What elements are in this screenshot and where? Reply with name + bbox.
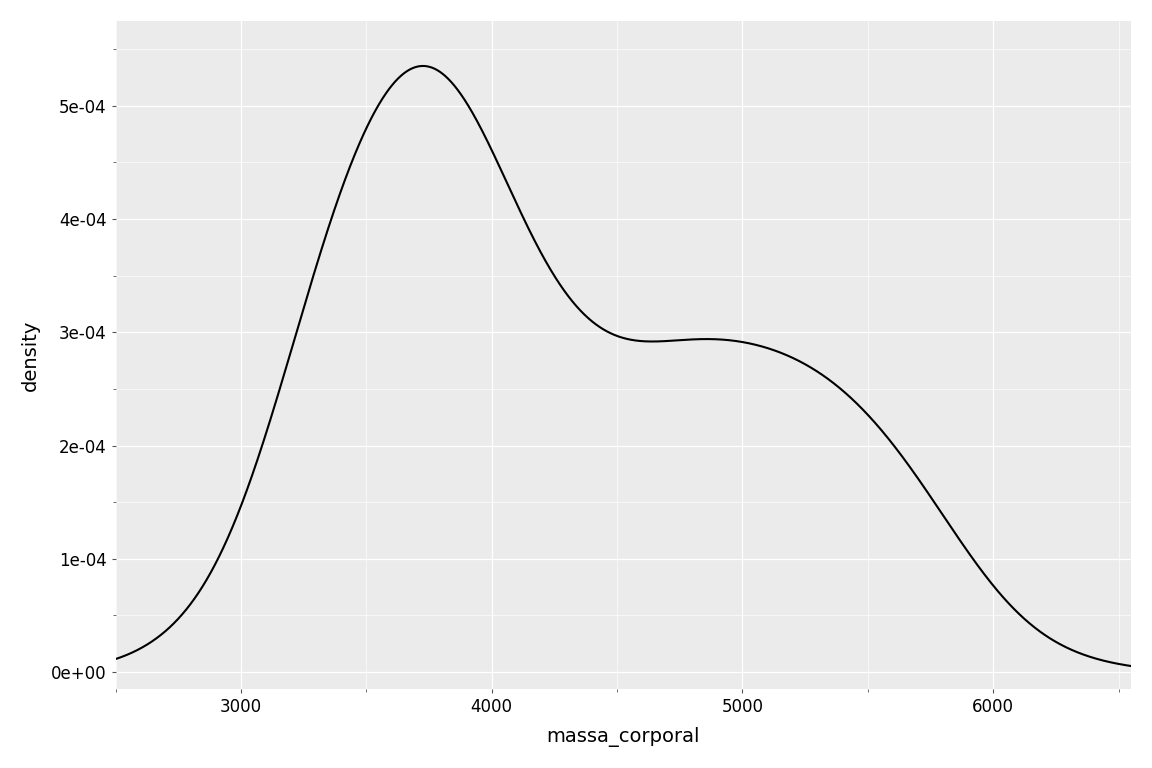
X-axis label: massa_corporal: massa_corporal [547, 727, 700, 747]
Y-axis label: density: density [21, 319, 40, 391]
